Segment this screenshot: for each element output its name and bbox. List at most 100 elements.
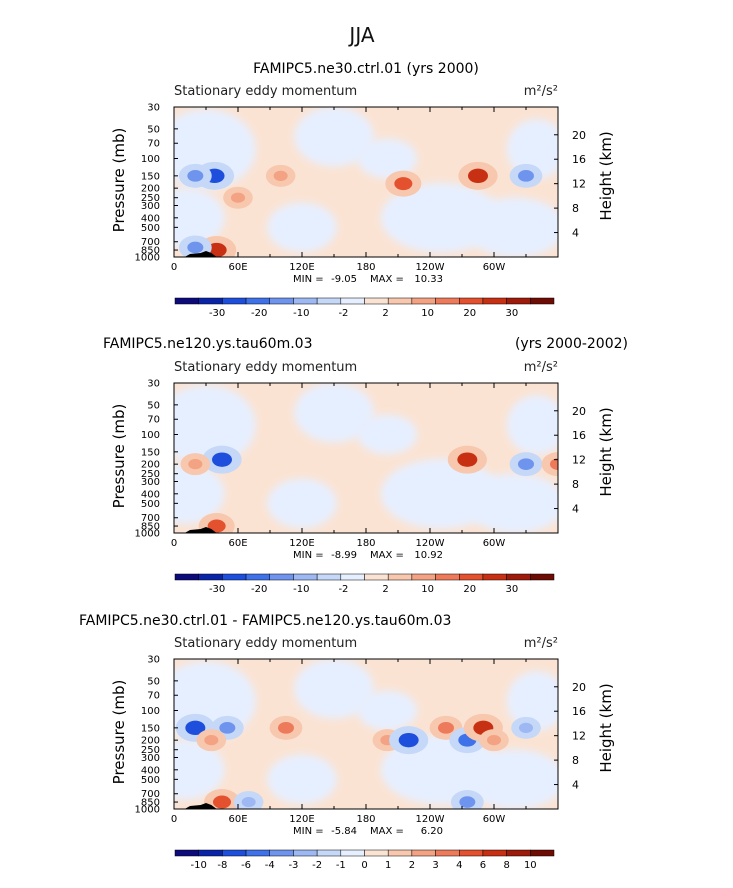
panel-title: FAMIPC5.ne30.ctrl.01 (yrs 2000) — [253, 61, 479, 77]
colorbar-swatch — [340, 849, 365, 857]
colorbar-swatch — [530, 849, 555, 857]
colorbar-swatch — [482, 849, 507, 857]
x-tick-label: 120E — [289, 538, 314, 549]
colorbar-swatch — [530, 573, 555, 581]
colorbar-swatch — [340, 573, 365, 581]
colorbar-swatch — [387, 573, 413, 581]
contour-blob-inner — [394, 177, 413, 191]
y-tick-label: 150 — [141, 447, 160, 458]
colorbar-swatch — [411, 297, 436, 305]
colorbar-label: 0 — [361, 860, 367, 871]
units-label: m²/s² — [524, 636, 558, 651]
y-tick-label: 1000 — [135, 529, 160, 540]
x-tick-label: 120E — [289, 262, 314, 273]
x-tick-label: 60W — [483, 262, 506, 273]
contour-blob-inner — [212, 452, 232, 467]
colorbar-label: -2 — [338, 584, 348, 595]
y-tick-label: 70 — [147, 415, 160, 426]
y2-tick-label: 12 — [572, 178, 586, 191]
colorbar-swatch — [459, 297, 484, 305]
colorbar-swatch — [198, 573, 223, 581]
y2-tick-label: 20 — [572, 129, 586, 142]
contour-blob-inner — [487, 735, 501, 746]
contour-blob-inner — [204, 735, 219, 746]
topography — [184, 527, 217, 533]
colorbar-swatch — [411, 849, 436, 857]
y-tick-label: 300 — [141, 477, 160, 488]
pale-region — [174, 384, 256, 465]
y-tick-label: 150 — [141, 723, 160, 734]
x-tick-label: 180 — [356, 262, 375, 273]
y2-tick-label: 12 — [572, 730, 586, 743]
colorbar-label: -30 — [209, 584, 225, 595]
panel-title: FAMIPC5.ne120.ys.tau60m.03 — [103, 336, 312, 352]
y2-tick-label: 4 — [572, 503, 579, 516]
colorbar-swatch — [293, 849, 318, 857]
colorbar-swatch — [387, 849, 413, 857]
colorbar-swatch — [530, 297, 555, 305]
contour-blob-inner — [438, 722, 454, 734]
plot-area — [174, 659, 558, 809]
pale-region — [267, 202, 337, 253]
pale-region — [506, 670, 558, 731]
contour-blob-inner — [518, 170, 534, 182]
contour-blob-inner — [207, 519, 226, 533]
colorbar-label: -10 — [293, 308, 309, 319]
colorbar-swatch — [293, 573, 318, 581]
y-tick-label: 30 — [147, 103, 160, 114]
colorbar-swatch — [435, 573, 460, 581]
y2-tick-label: 8 — [572, 754, 579, 767]
page-title: JJA — [347, 23, 374, 47]
colorbar-swatch — [174, 297, 199, 305]
x-tick-label: 60W — [483, 538, 506, 549]
contour-blob-inner — [550, 458, 558, 470]
colorbar-swatch — [245, 849, 270, 857]
y-tick-label: 500 — [141, 223, 160, 234]
min-label: MIN = — [293, 274, 324, 285]
colorbar-label: 10 — [524, 860, 537, 871]
pale-region — [174, 739, 225, 800]
y-tick-label: 50 — [147, 400, 160, 411]
x-tick-label: 120W — [416, 814, 445, 825]
x-tick-label: 120W — [416, 538, 445, 549]
y-tick-label: 30 — [147, 655, 160, 666]
y2-axis-title: Height (km) — [597, 683, 615, 772]
colorbar-label: 20 — [463, 584, 476, 595]
panel-years: (yrs 2000-2002) — [515, 336, 628, 352]
x-tick-label: 60E — [228, 538, 247, 549]
y-tick-label: 100 — [141, 706, 160, 717]
colorbar-swatch — [482, 297, 507, 305]
colorbar-label: 30 — [506, 584, 519, 595]
pale-region — [267, 478, 337, 529]
contour-blob-inner — [278, 722, 294, 734]
y2-tick-label: 16 — [572, 705, 586, 718]
colorbar-swatch — [293, 297, 318, 305]
y-tick-label: 700 — [141, 789, 160, 800]
y2-tick-label: 16 — [572, 153, 586, 166]
y-tick-label: 850 — [141, 798, 160, 809]
pale-region — [294, 383, 374, 443]
chart-panel-3: FAMIPC5.ne30.ctrl.01 - FAMIPC5.ne120.ys.… — [79, 613, 615, 871]
colorbar-label: 2 — [382, 308, 388, 319]
max-value: 6.20 — [421, 826, 443, 837]
colorbar-swatch — [459, 573, 484, 581]
colorbar-swatch — [316, 297, 342, 305]
field-label: Stationary eddy momentum — [174, 636, 357, 651]
max-value: 10.33 — [414, 274, 443, 285]
colorbar-label: -1 — [336, 860, 346, 871]
colorbar-label: -2 — [312, 860, 322, 871]
y2-tick-label: 16 — [572, 429, 586, 442]
min-label: MIN = — [293, 550, 324, 561]
pale-region — [465, 473, 558, 533]
colorbar-swatch — [316, 573, 342, 581]
units-label: m²/s² — [524, 360, 558, 375]
contour-blob-inner — [188, 459, 203, 470]
colorbar-swatch — [245, 573, 270, 581]
max-label: MAX = — [370, 274, 404, 285]
min-value: -8.99 — [331, 550, 357, 561]
y-tick-label: 400 — [141, 213, 160, 224]
y2-tick-label: 8 — [572, 202, 579, 215]
colorbar-label: 6 — [480, 860, 486, 871]
pale-region — [357, 138, 418, 179]
contour-blob-inner — [187, 241, 204, 254]
